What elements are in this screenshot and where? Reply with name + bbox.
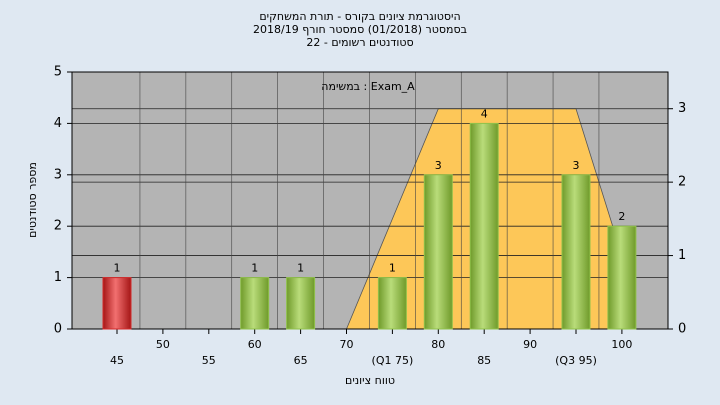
data-label: 3 bbox=[573, 159, 580, 172]
x-tick-label: 55 bbox=[202, 354, 216, 367]
bar bbox=[469, 122, 499, 330]
x-tick-label: 85 bbox=[477, 354, 491, 367]
y2-tick-label: 1 bbox=[678, 248, 686, 263]
y-axis-label: מספר סטודנטים bbox=[26, 162, 39, 238]
y2-tick-label: 3 bbox=[678, 101, 686, 116]
x-tick-label: 100 bbox=[611, 338, 632, 351]
x-tick-label: (Q3 95) bbox=[555, 354, 597, 367]
x-tick-label: 65 bbox=[294, 354, 308, 367]
x-tick-label: 60 bbox=[248, 338, 262, 351]
y-tick-label: 3 bbox=[54, 167, 62, 182]
y-tick-label: 1 bbox=[54, 270, 62, 285]
y2-tick-label: 2 bbox=[678, 175, 686, 190]
bar bbox=[561, 174, 591, 330]
x-tick-label: 90 bbox=[523, 338, 537, 351]
y-tick-label: 2 bbox=[54, 219, 62, 234]
x-tick-label: 45 bbox=[110, 354, 124, 367]
y-tick-label: 4 bbox=[54, 116, 62, 131]
data-label: 1 bbox=[251, 262, 258, 275]
data-label: 3 bbox=[435, 159, 442, 172]
annotation: במשימה : Exam_A bbox=[321, 80, 415, 93]
x-axis-label: טווח ציונים bbox=[345, 374, 395, 387]
y-tick-label: 0 bbox=[54, 322, 62, 337]
bar bbox=[423, 174, 453, 330]
y-tick-label: 5 bbox=[54, 65, 62, 80]
data-label: 1 bbox=[389, 262, 396, 275]
bar bbox=[240, 277, 270, 330]
x-tick-label: 70 bbox=[340, 338, 354, 351]
chart-subtitle: בסמסטר (01/2018) סמסטר חורף 2018/19 bbox=[253, 23, 467, 36]
chart-subtitle: 22 - סטודנטים רשומים bbox=[306, 36, 413, 49]
x-tick-label: (Q1 75) bbox=[372, 354, 414, 367]
bar bbox=[102, 277, 132, 330]
x-tick-label: 80 bbox=[431, 338, 445, 351]
x-tick-label: 50 bbox=[156, 338, 170, 351]
plot-frame bbox=[71, 71, 669, 330]
chart-title: היסטוגרמת ציונים בקורס - תורת המשחקים bbox=[259, 10, 460, 23]
data-label: 2 bbox=[618, 210, 625, 223]
bar bbox=[377, 277, 407, 330]
data-label: 4 bbox=[481, 107, 488, 120]
data-label: 1 bbox=[114, 262, 121, 275]
bar bbox=[607, 225, 637, 330]
bar bbox=[286, 277, 316, 330]
y2-tick-label: 0 bbox=[678, 322, 686, 337]
data-label: 1 bbox=[297, 262, 304, 275]
